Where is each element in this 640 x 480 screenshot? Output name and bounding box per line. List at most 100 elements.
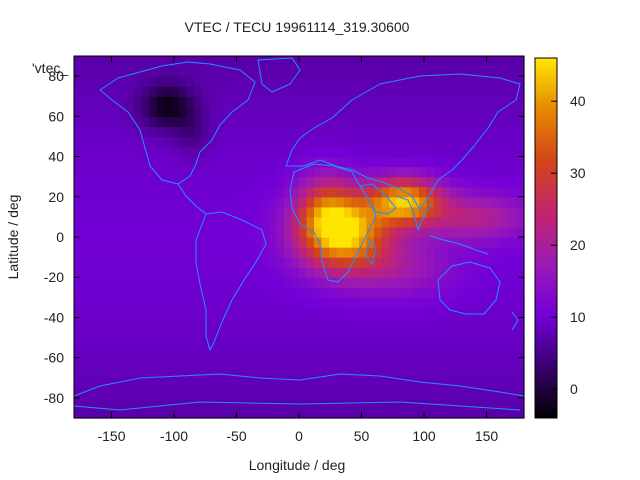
heatmap-cell	[186, 76, 195, 87]
heatmap-cell	[246, 126, 255, 138]
heatmap-cell	[299, 156, 308, 168]
heatmap-cell	[216, 267, 225, 278]
heatmap-cell	[389, 317, 398, 329]
heatmap-cell	[411, 66, 420, 77]
heatmap-cell	[89, 226, 98, 238]
heatmap-cell	[96, 397, 105, 409]
heatmap-cell	[231, 327, 240, 339]
heatmap-cell	[389, 186, 398, 198]
heatmap-cell	[74, 106, 83, 117]
heatmap-cell	[201, 166, 210, 178]
heatmap-cell	[344, 377, 353, 389]
heatmap-cell	[149, 226, 158, 238]
heatmap-cell	[269, 206, 278, 218]
heatmap-cell	[374, 86, 383, 97]
heatmap-cell	[216, 196, 225, 208]
heatmap-cell	[486, 86, 495, 97]
heatmap-cell	[449, 86, 458, 97]
heatmap-cell	[201, 116, 210, 127]
heatmap-cell	[396, 156, 405, 168]
heatmap-cell	[351, 186, 360, 198]
heatmap-cell	[269, 357, 278, 369]
heatmap-cell	[411, 206, 420, 218]
heatmap-cell	[396, 216, 405, 228]
heatmap-cell	[141, 116, 150, 127]
heatmap-cell	[96, 166, 105, 178]
heatmap-cell	[456, 257, 465, 268]
heatmap-cell	[134, 377, 143, 389]
heatmap-cell	[344, 257, 353, 268]
heatmap-cell	[381, 226, 390, 238]
heatmap-cell	[284, 267, 293, 278]
heatmap-cell	[501, 237, 510, 248]
heatmap-cell	[396, 126, 405, 138]
heatmap-cell	[494, 337, 503, 349]
heatmap-cell	[179, 176, 188, 188]
heatmap-cell	[96, 86, 105, 97]
heatmap-cell	[134, 196, 143, 208]
heatmap-cell	[389, 377, 398, 389]
heatmap-cell	[426, 357, 435, 369]
heatmap-cell	[81, 106, 90, 117]
heatmap-cell	[201, 216, 210, 228]
heatmap-cell	[329, 156, 338, 168]
heatmap-cell	[314, 66, 323, 77]
heatmap-cell	[261, 287, 270, 298]
heatmap-cell	[156, 96, 165, 107]
heatmap-cell	[419, 216, 428, 228]
heatmap-cell	[396, 387, 405, 399]
heatmap-cell	[74, 247, 83, 258]
heatmap-cell	[231, 176, 240, 188]
heatmap-cell	[336, 206, 345, 218]
heatmap-cell	[164, 166, 173, 178]
heatmap-cell	[351, 347, 360, 359]
heatmap-cell	[126, 126, 135, 138]
heatmap-cell	[419, 186, 428, 198]
heatmap-cell	[389, 357, 398, 369]
x-axis-label: Longitude / deg	[249, 457, 346, 473]
heatmap-cell	[89, 407, 98, 419]
heatmap-cell	[306, 277, 315, 288]
heatmap-cell	[96, 106, 105, 117]
heatmap-cell	[336, 367, 345, 379]
heatmap-cell	[299, 176, 308, 188]
heatmap-cell	[456, 66, 465, 77]
heatmap-cell	[231, 186, 240, 198]
heatmap-cell	[464, 277, 473, 288]
heatmap-cell	[291, 307, 300, 319]
heatmap-cell	[321, 337, 330, 349]
heatmap-cell	[411, 337, 420, 349]
heatmap-cell	[501, 166, 510, 178]
heatmap-cell	[471, 76, 480, 87]
heatmap-cell	[441, 226, 450, 238]
heatmap-cell	[216, 397, 225, 409]
heatmap-cell	[216, 156, 225, 168]
heatmap-cell	[441, 216, 450, 228]
heatmap-cell	[366, 237, 375, 248]
heatmap-cell	[426, 407, 435, 419]
heatmap-cell	[261, 216, 270, 228]
heatmap-cell	[434, 136, 443, 148]
heatmap-cell	[479, 106, 488, 117]
heatmap-cell	[179, 387, 188, 399]
heatmap-cell	[404, 226, 413, 238]
heatmap-cell	[134, 66, 143, 77]
heatmap-cell	[359, 136, 368, 148]
heatmap-cell	[411, 277, 420, 288]
heatmap-cell	[254, 126, 263, 138]
heatmap-cell	[486, 297, 495, 308]
heatmap-cell	[321, 307, 330, 319]
heatmap-cell	[396, 247, 405, 258]
heatmap-cell	[389, 206, 398, 218]
heatmap-cell	[336, 76, 345, 87]
heatmap-cell	[224, 96, 233, 107]
heatmap-cell	[374, 226, 383, 238]
heatmap-cell	[516, 257, 525, 268]
heatmap-cell	[449, 106, 458, 117]
heatmap-cell	[374, 297, 383, 308]
heatmap-cell	[89, 106, 98, 117]
heatmap-cell	[156, 237, 165, 248]
heatmap-cell	[194, 357, 203, 369]
heatmap-cell	[359, 407, 368, 419]
heatmap-cell	[389, 407, 398, 419]
